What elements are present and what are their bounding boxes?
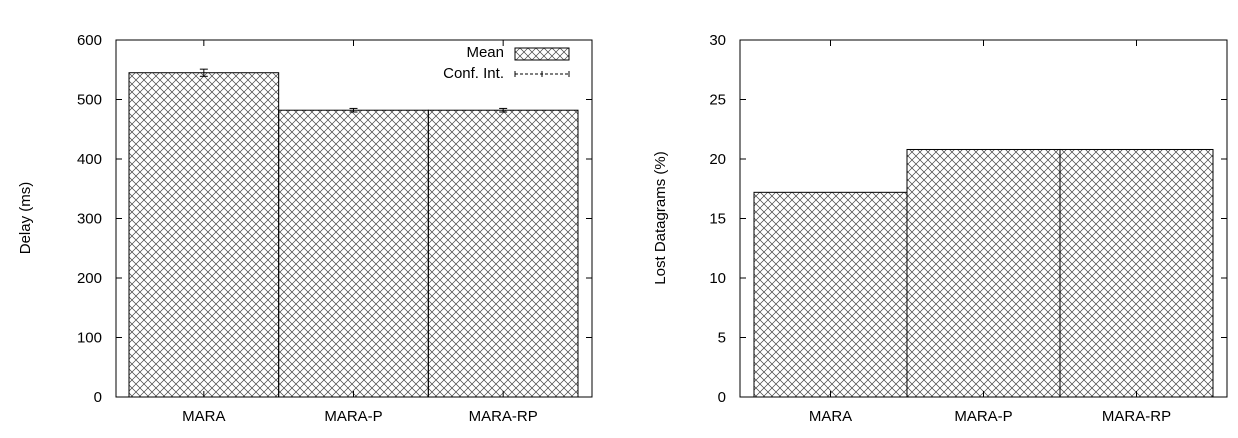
delay-y-axis-label: Delay (ms) xyxy=(17,182,34,255)
lost-y-tick-label: 15 xyxy=(709,211,726,228)
delay-x-tick-label: MARA xyxy=(182,408,225,425)
delay-conf-intervals xyxy=(199,68,508,113)
lost-y-tick-label: 20 xyxy=(709,151,726,168)
legend-confint-label: Conf. Int. xyxy=(443,65,504,82)
lost-y-tick-label: 5 xyxy=(718,330,726,347)
delay-y-ticks: 0 100 200 300 400 500 600 xyxy=(77,32,592,406)
lost-x-tick-label: MARA-RP xyxy=(1102,408,1171,425)
legend-mean-swatch xyxy=(514,47,570,61)
delay-legend: Mean Conf. Int. xyxy=(443,44,570,82)
delay-bar xyxy=(427,109,579,398)
delay-y-tick-label: 100 xyxy=(77,330,102,347)
lost-y-tick-label: 30 xyxy=(709,32,726,49)
delay-x-tick-label: MARA-RP xyxy=(469,408,538,425)
lost-x-tick-label: MARA xyxy=(809,408,852,425)
delay-x-ticks: MARA MARA-P MARA-RP xyxy=(182,40,538,425)
lost-bar xyxy=(1059,148,1214,398)
delay-bar xyxy=(128,72,280,398)
delay-bar xyxy=(278,109,429,398)
lost-y-tick-label: 0 xyxy=(718,389,726,406)
lost-bar xyxy=(753,191,908,398)
lost-y-ticks: 0 5 10 15 20 25 30 xyxy=(709,32,1227,406)
lost-y-axis-label: Lost Datagrams (%) xyxy=(652,151,669,284)
delay-bars xyxy=(128,72,579,398)
lost-bar xyxy=(906,148,1061,398)
delay-y-tick-label: 200 xyxy=(77,270,102,287)
delay-y-tick-label: 300 xyxy=(77,211,102,228)
lost-y-tick-label: 25 xyxy=(709,92,726,109)
lost-bars xyxy=(753,148,1214,398)
delay-chart: Delay (ms) 0 100 200 300 400 500 600 MARA MARA-… xyxy=(17,32,593,425)
lost-x-ticks: MARA MARA-P MARA-RP xyxy=(809,40,1171,425)
delay-y-tick-label: 600 xyxy=(77,32,102,49)
delay-x-tick-label: MARA-P xyxy=(324,408,382,425)
lost-x-tick-label: MARA-P xyxy=(954,408,1012,425)
delay-y-tick-label: 0 xyxy=(94,389,102,406)
delay-y-tick-label: 500 xyxy=(77,92,102,109)
delay-y-tick-label: 400 xyxy=(77,151,102,168)
legend-confint-swatch xyxy=(514,71,570,77)
legend-mean-label: Mean xyxy=(466,44,504,61)
lost-y-tick-label: 10 xyxy=(709,270,726,287)
